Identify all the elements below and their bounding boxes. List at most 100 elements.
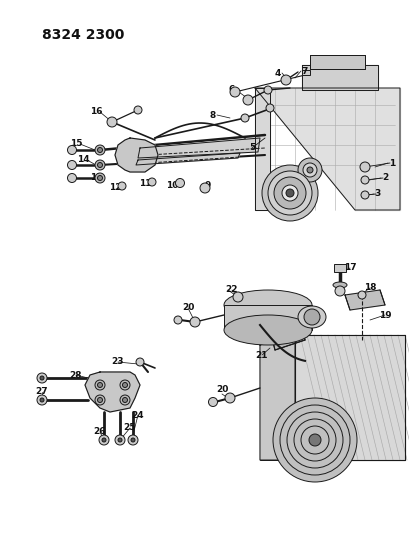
Circle shape bbox=[225, 393, 234, 403]
Text: 9: 9 bbox=[204, 181, 211, 190]
Text: 8324 2300: 8324 2300 bbox=[42, 28, 124, 42]
Circle shape bbox=[95, 160, 105, 170]
Circle shape bbox=[95, 380, 105, 390]
Polygon shape bbox=[138, 138, 259, 158]
Circle shape bbox=[265, 104, 273, 112]
Polygon shape bbox=[254, 88, 399, 210]
Circle shape bbox=[267, 171, 311, 215]
Polygon shape bbox=[294, 335, 404, 460]
Circle shape bbox=[37, 373, 47, 383]
Text: 18: 18 bbox=[363, 284, 375, 293]
Circle shape bbox=[303, 309, 319, 325]
Circle shape bbox=[95, 145, 105, 155]
Circle shape bbox=[37, 395, 47, 405]
Text: 15: 15 bbox=[70, 140, 82, 149]
Circle shape bbox=[115, 435, 125, 445]
Circle shape bbox=[134, 106, 142, 114]
Circle shape bbox=[240, 114, 248, 122]
Circle shape bbox=[261, 165, 317, 221]
Bar bbox=[223, 305, 311, 330]
Circle shape bbox=[360, 176, 368, 184]
Bar bbox=[309, 55, 364, 69]
Circle shape bbox=[107, 117, 117, 127]
Circle shape bbox=[120, 380, 130, 390]
Polygon shape bbox=[115, 138, 157, 172]
Text: 14: 14 bbox=[76, 156, 89, 165]
Circle shape bbox=[128, 435, 138, 445]
Circle shape bbox=[122, 383, 127, 387]
Polygon shape bbox=[344, 290, 384, 310]
Circle shape bbox=[360, 191, 368, 199]
Circle shape bbox=[131, 438, 135, 442]
Circle shape bbox=[308, 434, 320, 446]
Circle shape bbox=[175, 179, 184, 188]
Circle shape bbox=[273, 177, 305, 209]
Text: 2: 2 bbox=[381, 174, 387, 182]
Text: 20: 20 bbox=[181, 303, 194, 312]
Circle shape bbox=[280, 75, 290, 85]
Text: 1: 1 bbox=[388, 158, 394, 167]
Circle shape bbox=[243, 95, 252, 105]
Circle shape bbox=[95, 395, 105, 405]
Circle shape bbox=[200, 183, 209, 193]
Text: 17: 17 bbox=[343, 263, 355, 272]
Circle shape bbox=[102, 438, 106, 442]
Text: 28: 28 bbox=[70, 370, 82, 379]
Ellipse shape bbox=[297, 306, 325, 328]
Text: 11: 11 bbox=[138, 180, 151, 189]
Text: 4: 4 bbox=[274, 69, 281, 77]
Circle shape bbox=[263, 86, 271, 94]
Text: 20: 20 bbox=[215, 385, 228, 394]
Polygon shape bbox=[270, 320, 304, 350]
Circle shape bbox=[229, 87, 239, 97]
Circle shape bbox=[67, 160, 76, 169]
Circle shape bbox=[334, 286, 344, 296]
Circle shape bbox=[40, 398, 44, 402]
Bar bbox=[301, 70, 309, 75]
Circle shape bbox=[95, 173, 105, 183]
Polygon shape bbox=[301, 65, 377, 90]
Circle shape bbox=[67, 174, 76, 182]
Ellipse shape bbox=[223, 290, 311, 320]
Circle shape bbox=[272, 398, 356, 482]
Circle shape bbox=[281, 185, 297, 201]
Circle shape bbox=[97, 398, 102, 402]
Text: 10: 10 bbox=[165, 181, 178, 190]
Circle shape bbox=[297, 158, 321, 182]
Text: 21: 21 bbox=[255, 351, 267, 359]
Text: 24: 24 bbox=[131, 410, 144, 419]
Circle shape bbox=[148, 178, 155, 186]
Polygon shape bbox=[259, 335, 294, 460]
Text: 16: 16 bbox=[90, 108, 102, 117]
Circle shape bbox=[285, 189, 293, 197]
Circle shape bbox=[97, 163, 102, 167]
Circle shape bbox=[357, 291, 365, 299]
Circle shape bbox=[97, 148, 102, 152]
Text: 12: 12 bbox=[108, 183, 121, 192]
Text: 22: 22 bbox=[225, 286, 238, 295]
Polygon shape bbox=[85, 372, 139, 412]
Text: 25: 25 bbox=[124, 424, 136, 432]
Ellipse shape bbox=[223, 315, 311, 345]
Circle shape bbox=[97, 383, 102, 387]
Circle shape bbox=[189, 317, 200, 327]
Polygon shape bbox=[136, 153, 239, 165]
Text: 8: 8 bbox=[209, 110, 216, 119]
Text: 7: 7 bbox=[301, 67, 308, 76]
Text: 26: 26 bbox=[94, 427, 106, 437]
Text: 23: 23 bbox=[112, 358, 124, 367]
Circle shape bbox=[67, 146, 76, 155]
Circle shape bbox=[118, 438, 122, 442]
Circle shape bbox=[302, 163, 316, 177]
Text: 27: 27 bbox=[36, 387, 48, 397]
Circle shape bbox=[99, 435, 109, 445]
Bar bbox=[333, 264, 345, 272]
Circle shape bbox=[232, 292, 243, 302]
Circle shape bbox=[359, 162, 369, 172]
Text: 13: 13 bbox=[90, 174, 102, 182]
Polygon shape bbox=[254, 88, 270, 210]
Circle shape bbox=[122, 398, 127, 402]
Circle shape bbox=[208, 398, 217, 407]
Text: 5: 5 bbox=[248, 143, 254, 152]
Text: 6: 6 bbox=[228, 85, 234, 94]
